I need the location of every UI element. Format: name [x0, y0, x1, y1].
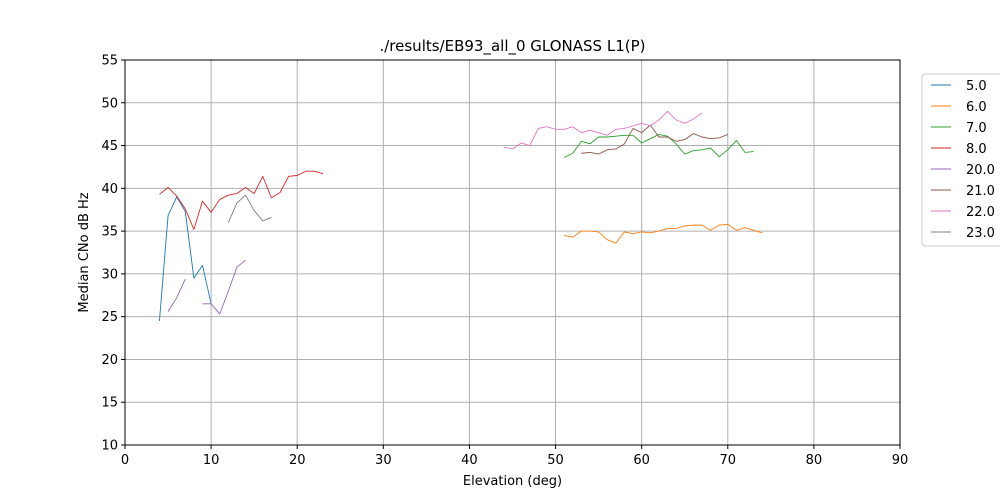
- plot-frame: [124, 59, 901, 446]
- y-tick-label: 10: [101, 439, 118, 454]
- series-line-20-0: [167, 259, 246, 315]
- legend-label: 22.0: [966, 205, 995, 220]
- legend-label: 20.0: [966, 163, 995, 178]
- y-tick-label: 15: [101, 396, 118, 411]
- series-layer: [158, 110, 763, 321]
- legend-entry: 7.0: [931, 121, 987, 136]
- x-tick-label: 80: [806, 453, 823, 468]
- legend-label: 7.0: [966, 121, 987, 136]
- x-tick-label: 50: [547, 453, 564, 468]
- legend-entry: 8.0: [931, 142, 987, 157]
- x-axis-label: Elevation (deg): [463, 474, 562, 489]
- series-line-22-0: [503, 110, 703, 150]
- y-axis: 10 15 20 25 30 35 40 45 50 55: [101, 54, 125, 454]
- x-tick-label: 0: [121, 453, 129, 468]
- x-tick-label: 60: [633, 453, 650, 468]
- legend-entry: 5.0: [931, 79, 987, 94]
- y-tick-label: 30: [101, 267, 118, 282]
- y-tick-label: 50: [101, 96, 118, 111]
- grid: [124, 59, 901, 446]
- y-tick-label: 40: [101, 182, 118, 197]
- legend-label: 21.0: [966, 184, 995, 199]
- series-line-23-0: [227, 194, 272, 223]
- y-tick-label: 45: [101, 139, 118, 154]
- series-line-7-0: [563, 133, 754, 158]
- y-tick-label: 55: [101, 54, 118, 69]
- legend-label: 5.0: [966, 79, 987, 94]
- series-line-6-0: [564, 223, 763, 244]
- series-line-8-0: [159, 170, 324, 230]
- y-tick-label: 20: [101, 353, 118, 368]
- legend-label: 23.0: [966, 226, 995, 241]
- y-tick-label: 35: [101, 225, 118, 240]
- x-tick-label: 40: [461, 453, 478, 468]
- legend-entry: 6.0: [931, 100, 987, 115]
- y-tick-label: 25: [101, 310, 118, 325]
- legend: 5.0 6.0 7.0 8.0 20.0 21.0 22.0 23.0: [921, 73, 1000, 247]
- x-tick-label: 70: [720, 453, 737, 468]
- legend-label: 8.0: [966, 142, 987, 157]
- x-tick-label: 10: [203, 453, 220, 468]
- legend-entry: 21.0: [931, 184, 995, 199]
- x-tick-label: 90: [892, 453, 909, 468]
- x-tick-label: 20: [289, 453, 306, 468]
- legend-entry: 23.0: [931, 226, 995, 241]
- x-axis: 0 10 20 30 40 50 60 70 80 90: [121, 445, 908, 468]
- series-line-21-0: [581, 124, 728, 155]
- legend-label: 6.0: [966, 100, 987, 115]
- legend-entry: 20.0: [931, 163, 995, 178]
- legend-box: [921, 73, 1000, 247]
- series-line-5-0: [158, 196, 212, 321]
- y-axis-label: Median CNo dB Hz: [77, 192, 92, 312]
- x-tick-label: 30: [375, 453, 392, 468]
- legend-entry: 22.0: [931, 205, 995, 220]
- chart-title: ./results/EB93_all_0 GLONASS L1(P): [379, 37, 645, 56]
